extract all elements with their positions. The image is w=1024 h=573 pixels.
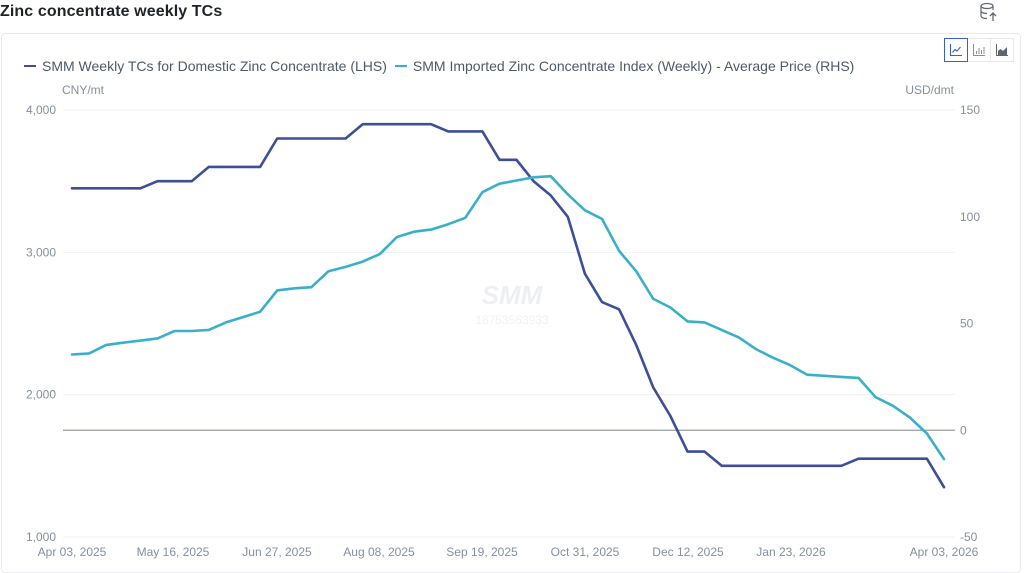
- legend-item-domestic-tcs[interactable]: SMM Weekly TCs for Domestic Zinc Concent…: [24, 58, 387, 74]
- x-tick-label: Apr 03, 2026: [910, 545, 979, 559]
- page-title: Zinc concentrate weekly TCs: [0, 3, 223, 20]
- line-chart-button[interactable]: [944, 38, 968, 62]
- right-axis-ticks: -50 0 50 100 150: [960, 103, 980, 544]
- watermark-brand: SMM: [482, 280, 544, 310]
- x-tick-label: Oct 31, 2025: [551, 545, 620, 559]
- watermark-id: 18753563933: [475, 313, 549, 327]
- x-tick-label: Dec 12, 2025: [652, 545, 724, 559]
- legend-swatch-domestic: [24, 65, 36, 67]
- chart-card: [1, 33, 1021, 573]
- watermark: SMM 18753563933: [475, 280, 549, 327]
- left-tick-label: 2,000: [26, 388, 56, 402]
- right-tick-label: 0: [960, 423, 967, 437]
- chart-legend: SMM Weekly TCs for Domestic Zinc Concent…: [24, 58, 862, 74]
- legend-label-imported: SMM Imported Zinc Concentrate Index (Wee…: [412, 58, 855, 74]
- database-export-icon: [980, 2, 997, 21]
- x-tick-label: Jan 23, 2026: [756, 545, 826, 559]
- left-axis-ticks: 1,000 2,000 3,000 4,000: [26, 103, 56, 544]
- right-tick-label: -50: [960, 530, 978, 544]
- series-lines: [70, 122, 946, 489]
- left-tick-label: 4,000: [26, 103, 56, 117]
- area-chart-button[interactable]: [990, 38, 1014, 62]
- left-tick-label: 1,000: [26, 530, 56, 544]
- legend-swatch-imported: [394, 65, 407, 67]
- right-axis-unit: USD/dmt: [905, 83, 954, 97]
- series-line-domestic-tcs[interactable]: [70, 122, 946, 489]
- x-tick-label: Apr 03, 2025: [38, 545, 107, 559]
- x-tick-label: Sep 19, 2025: [446, 545, 518, 559]
- x-axis-ticks: Apr 03, 2025 May 16, 2025 Jun 27, 2025 Aug …: [38, 545, 979, 559]
- x-tick-label: Jun 27, 2025: [242, 545, 312, 559]
- gridlines: [63, 109, 955, 538]
- legend-item-imported-index[interactable]: SMM Imported Zinc Concentrate Index (Wee…: [394, 58, 855, 74]
- left-axis-unit: CNY/mt: [62, 83, 105, 97]
- bar-chart-icon: [973, 44, 985, 56]
- legend-label-domestic: SMM Weekly TCs for Domestic Zinc Concent…: [42, 58, 387, 74]
- right-tick-label: 100: [960, 210, 980, 224]
- export-data-button[interactable]: [978, 1, 1000, 23]
- x-tick-label: May 16, 2025: [137, 545, 210, 559]
- area-chart-icon: [996, 44, 1008, 56]
- x-tick-label: Aug 08, 2025: [343, 545, 415, 559]
- left-tick-label: 3,000: [26, 245, 56, 259]
- chart-type-switch: [944, 38, 1014, 62]
- series-line-imported-index[interactable]: [70, 174, 946, 461]
- right-tick-label: 50: [960, 317, 974, 331]
- line-chart-icon: [949, 44, 962, 57]
- right-tick-label: 150: [960, 103, 980, 117]
